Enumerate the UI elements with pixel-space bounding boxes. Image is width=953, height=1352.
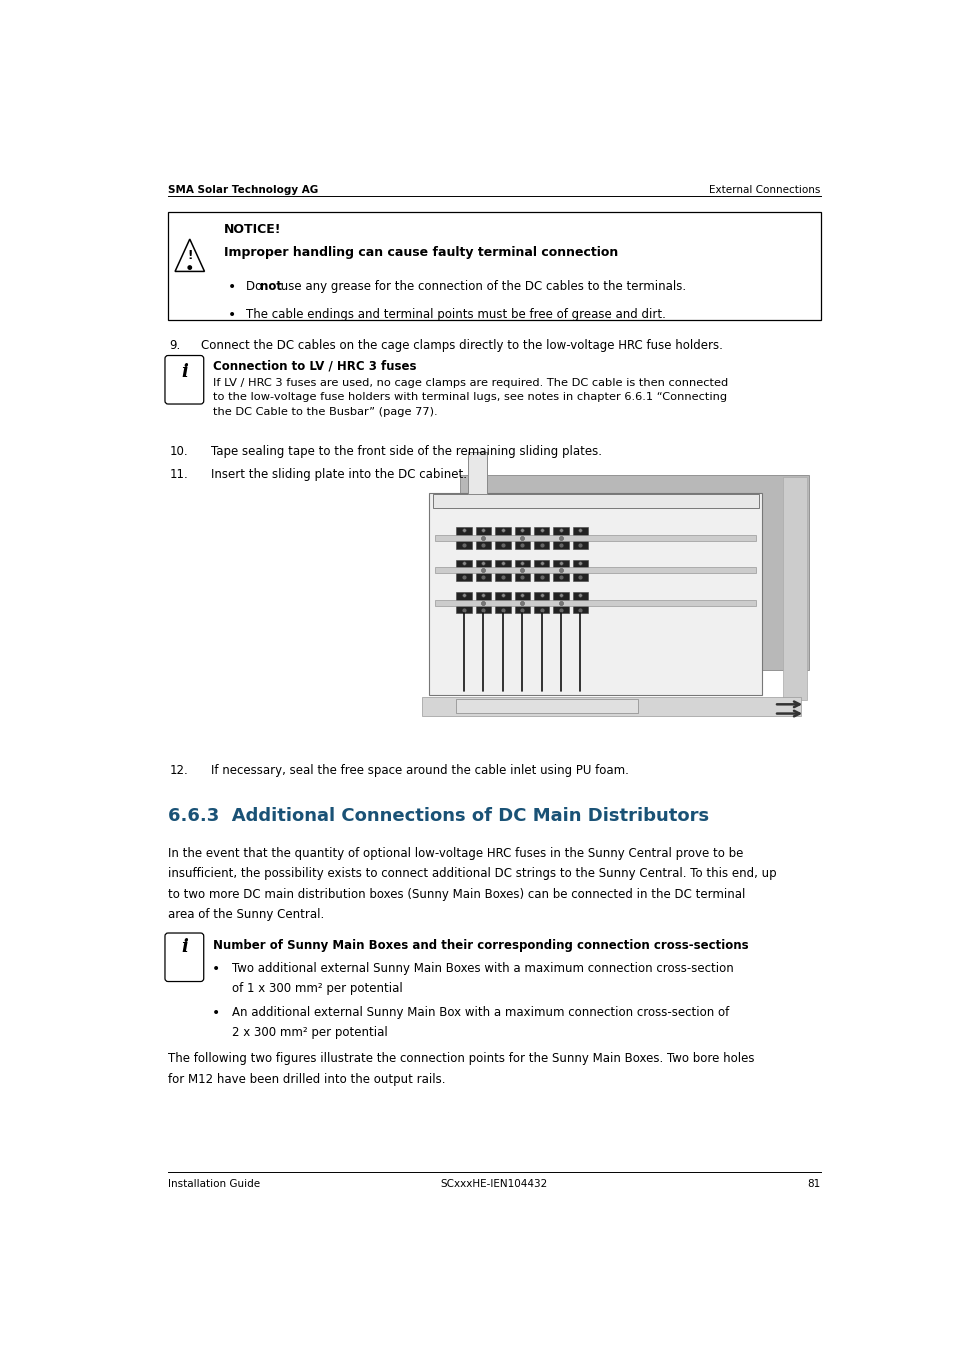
Text: Two additional external Sunny Main Boxes with a maximum connection cross-section: Two additional external Sunny Main Boxes… (233, 961, 734, 975)
Text: Improper handling can cause faulty terminal connection: Improper handling can cause faulty termi… (224, 246, 618, 260)
Text: use any grease for the connection of the DC cables to the terminals.: use any grease for the connection of the… (276, 280, 685, 293)
Text: insufficient, the possibility exists to connect additional DC strings to the Sun: insufficient, the possibility exists to … (168, 867, 776, 880)
FancyBboxPatch shape (397, 477, 812, 742)
Text: SMA Solar Technology AG: SMA Solar Technology AG (168, 185, 318, 195)
FancyBboxPatch shape (456, 592, 472, 614)
FancyBboxPatch shape (456, 560, 472, 581)
Text: Connect the DC cables on the cage clamps directly to the low-voltage HRC fuse ho: Connect the DC cables on the cage clamps… (200, 339, 721, 353)
FancyBboxPatch shape (495, 527, 510, 549)
FancyBboxPatch shape (476, 527, 491, 549)
Text: area of the Sunny Central.: area of the Sunny Central. (168, 909, 324, 921)
FancyBboxPatch shape (433, 493, 758, 508)
FancyBboxPatch shape (468, 452, 487, 493)
Polygon shape (456, 699, 637, 713)
Text: The following two figures illustrate the connection points for the Sunny Main Bo: The following two figures illustrate the… (168, 1052, 754, 1065)
Text: not: not (259, 280, 282, 293)
FancyBboxPatch shape (165, 933, 204, 982)
Text: 81: 81 (806, 1179, 820, 1188)
Text: SCxxxHE-IEN104432: SCxxxHE-IEN104432 (440, 1179, 547, 1188)
FancyBboxPatch shape (456, 527, 472, 549)
Text: Do: Do (245, 280, 265, 293)
Text: In the event that the quantity of optional low-voltage HRC fuses in the Sunny Ce: In the event that the quantity of option… (168, 846, 742, 860)
Text: •: • (227, 308, 235, 322)
Text: 9.: 9. (170, 339, 181, 353)
Text: of 1 x 300 mm² per potential: of 1 x 300 mm² per potential (233, 982, 403, 995)
FancyBboxPatch shape (514, 592, 530, 614)
Text: to two more DC main distribution boxes (Sunny Main Boxes) can be connected in th: to two more DC main distribution boxes (… (168, 887, 744, 900)
Text: An additional external Sunny Main Box with a maximum connection cross-section of: An additional external Sunny Main Box wi… (233, 1006, 729, 1019)
Text: Installation Guide: Installation Guide (168, 1179, 260, 1188)
FancyBboxPatch shape (553, 560, 568, 581)
FancyBboxPatch shape (435, 599, 756, 606)
Text: The cable endings and terminal points must be free of grease and dirt.: The cable endings and terminal points mu… (245, 308, 665, 320)
Text: Number of Sunny Main Boxes and their corresponding connection cross-sections: Number of Sunny Main Boxes and their cor… (213, 940, 748, 952)
FancyBboxPatch shape (553, 592, 568, 614)
Text: •: • (227, 280, 235, 293)
FancyBboxPatch shape (553, 527, 568, 549)
FancyBboxPatch shape (572, 560, 587, 581)
Text: •: • (212, 1006, 220, 1021)
Text: 12.: 12. (170, 764, 188, 777)
Text: !: ! (187, 249, 193, 262)
Text: i: i (181, 938, 188, 956)
FancyBboxPatch shape (165, 356, 204, 404)
FancyBboxPatch shape (534, 527, 549, 549)
FancyBboxPatch shape (435, 535, 756, 541)
FancyBboxPatch shape (572, 592, 587, 614)
Text: 2 x 300 mm² per potential: 2 x 300 mm² per potential (233, 1026, 388, 1040)
Polygon shape (421, 696, 801, 715)
FancyBboxPatch shape (435, 568, 756, 573)
Text: 10.: 10. (170, 445, 188, 458)
Text: If necessary, seal the free space around the cable inlet using PU foam.: If necessary, seal the free space around… (211, 764, 628, 777)
Text: NOTICE!: NOTICE! (224, 223, 281, 237)
Text: for M12 have been drilled into the output rails.: for M12 have been drilled into the outpu… (168, 1072, 445, 1086)
Text: Connection to LV / HRC 3 fuses: Connection to LV / HRC 3 fuses (213, 360, 416, 372)
FancyBboxPatch shape (514, 527, 530, 549)
FancyBboxPatch shape (495, 592, 510, 614)
FancyBboxPatch shape (168, 212, 820, 320)
Text: •: • (212, 961, 220, 976)
Text: External Connections: External Connections (708, 185, 820, 195)
FancyBboxPatch shape (534, 592, 549, 614)
Text: Insert the sliding plate into the DC cabinet.: Insert the sliding plate into the DC cab… (211, 468, 466, 481)
Polygon shape (782, 477, 806, 700)
FancyBboxPatch shape (514, 560, 530, 581)
FancyBboxPatch shape (572, 527, 587, 549)
Text: 11.: 11. (170, 468, 188, 481)
Text: 6.6.3  Additional Connections of DC Main Distributors: 6.6.3 Additional Connections of DC Main … (168, 807, 708, 825)
Text: i: i (181, 364, 188, 381)
Circle shape (188, 266, 192, 269)
FancyBboxPatch shape (495, 560, 510, 581)
Text: Tape sealing tape to the front side of the remaining sliding plates.: Tape sealing tape to the front side of t… (211, 445, 601, 458)
FancyBboxPatch shape (429, 492, 761, 695)
FancyBboxPatch shape (476, 560, 491, 581)
FancyBboxPatch shape (534, 560, 549, 581)
Polygon shape (459, 476, 808, 669)
FancyBboxPatch shape (476, 592, 491, 614)
Text: If LV / HRC 3 fuses are used, no cage clamps are required. The DC cable is then : If LV / HRC 3 fuses are used, no cage cl… (213, 377, 727, 416)
